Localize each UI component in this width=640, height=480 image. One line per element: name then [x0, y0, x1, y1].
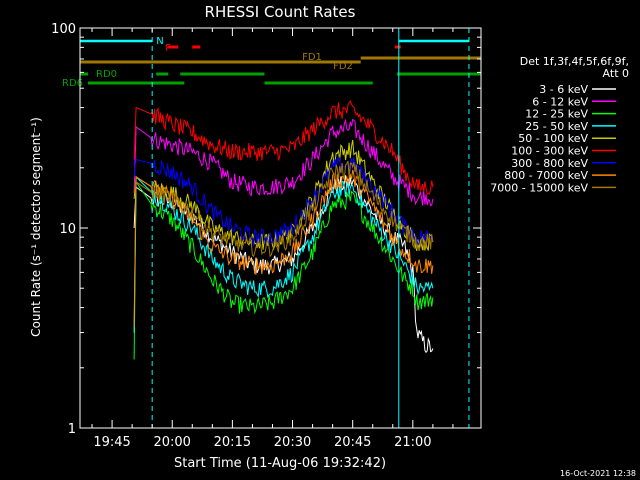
x-tick-label-0: 19:45	[93, 435, 130, 450]
flag-label-rd6: RD6	[62, 78, 83, 89]
series-line-8	[133, 160, 434, 258]
x-tick-label-5: 21:00	[394, 435, 431, 450]
flag-label-rd0: RD0	[96, 69, 117, 80]
legend-subtitle: Att 0	[603, 67, 629, 80]
x-tick-label-3: 20:30	[274, 435, 311, 450]
series-line-6	[133, 156, 434, 246]
x-axis-label: Start Time (11-Aug-06 19:32:42)	[174, 456, 386, 471]
series-line-1	[133, 118, 434, 207]
legend-label-2: 12 - 25 keV	[525, 108, 588, 121]
flag-label-fd2: FD2	[333, 61, 353, 72]
flag-label-n: N	[156, 36, 163, 47]
legend-label-4: 50 - 100 keV	[518, 132, 588, 145]
legend-label-7: 800 - 7000 keV	[504, 169, 588, 182]
series-line-7	[133, 169, 434, 328]
legend-label-0: 3 - 6 keV	[539, 83, 588, 96]
legend-label-1: 6 - 12 keV	[532, 95, 588, 108]
flag-label-fd1: FD1	[302, 52, 322, 63]
series-line-3	[133, 175, 434, 333]
legend-label-3: 25 - 50 keV	[525, 120, 588, 133]
x-tick-label-2: 20:15	[214, 435, 251, 450]
series-line-5	[133, 100, 434, 196]
legend-label-6: 300 - 800 keV	[511, 157, 588, 170]
y-axis-label: Count Rate (s⁻¹ detector segment⁻¹)	[29, 117, 43, 337]
chart-title: RHESSI Count Rates	[205, 3, 356, 21]
y-tick-label-2: 100	[51, 22, 76, 37]
series-line-2	[133, 180, 434, 360]
legend-label-8: 7000 - 15000 keV	[490, 181, 588, 194]
y-tick-label-1: 10	[59, 222, 76, 237]
series-line-4	[133, 139, 434, 251]
x-tick-label-4: 20:45	[334, 435, 371, 450]
legend-title: Det 1f,3f,4f,5f,6f,9f,	[520, 55, 629, 68]
x-tick-label-1: 20:00	[153, 435, 190, 450]
timestamp: 16-Oct-2021 12:38	[560, 469, 636, 478]
y-tick-label-0: 1	[68, 422, 76, 437]
legend-label-5: 100 - 300 keV	[511, 145, 588, 158]
flag-label-f: F	[165, 43, 171, 54]
